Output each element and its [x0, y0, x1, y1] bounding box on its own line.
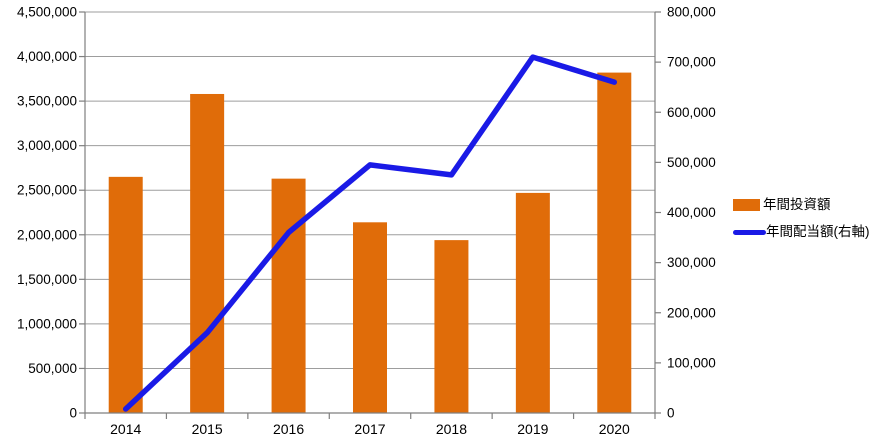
left-axis-tick-label: 1,500,000 [17, 272, 77, 287]
x-axis-label-2020: 2020 [599, 421, 630, 437]
bar-2016 [271, 178, 306, 413]
right-axis-tick-label: 800,000 [667, 5, 716, 20]
bar-2014 [108, 176, 143, 413]
left-axis-tick-label: 3,500,000 [17, 94, 77, 109]
left-axis-tick-label: 500,000 [28, 361, 77, 376]
right-axis-tick-label: 300,000 [667, 255, 716, 270]
x-axis-label-2018: 2018 [436, 421, 467, 437]
right-axis-tick-label: 100,000 [667, 355, 716, 370]
bar-2019 [515, 192, 550, 413]
line-series-swatch [733, 229, 766, 235]
legend-item-investment: 年間投資額 [733, 197, 870, 213]
bar-series-swatch [733, 199, 760, 211]
bar-2018 [434, 240, 469, 413]
left-axis-tick-label: 1,000,000 [17, 316, 77, 331]
left-axis-tick-label: 4,000,000 [17, 49, 77, 64]
bar-2015 [190, 93, 225, 413]
right-axis-tick-label: 0 [667, 406, 675, 421]
legend-label-dividend: 年間配当額(右軸) [766, 224, 870, 239]
bar-2020 [597, 72, 632, 414]
chart-legend: 年間投資額 年間配当額(右軸) [733, 197, 870, 240]
left-axis-tick-label: 3,000,000 [17, 138, 77, 153]
right-axis-tick-label: 600,000 [667, 105, 716, 120]
bar-2017 [353, 222, 387, 413]
x-axis-label-2016: 2016 [273, 421, 304, 437]
right-axis-tick-label: 500,000 [667, 155, 716, 170]
right-axis-tick-label: 700,000 [667, 55, 716, 70]
left-axis-tick-label: 0 [69, 406, 77, 421]
x-axis-label-2019: 2019 [517, 421, 548, 437]
left-axis-tick-label: 2,000,000 [17, 227, 77, 242]
x-axis-label-2014: 2014 [110, 421, 141, 437]
dividend-line [122, 54, 618, 412]
right-axis-tick-label: 200,000 [667, 305, 716, 320]
legend-item-dividend: 年間配当額(右軸) [733, 224, 870, 240]
left-axis-tick-label: 2,500,000 [17, 183, 77, 198]
x-axis-label-2017: 2017 [354, 421, 385, 437]
x-axis-label-2015: 2015 [192, 421, 223, 437]
left-axis-tick-label: 4,500,000 [17, 5, 77, 20]
legend-label-investment: 年間投資額 [763, 197, 831, 212]
right-axis-tick-label: 400,000 [667, 205, 716, 220]
